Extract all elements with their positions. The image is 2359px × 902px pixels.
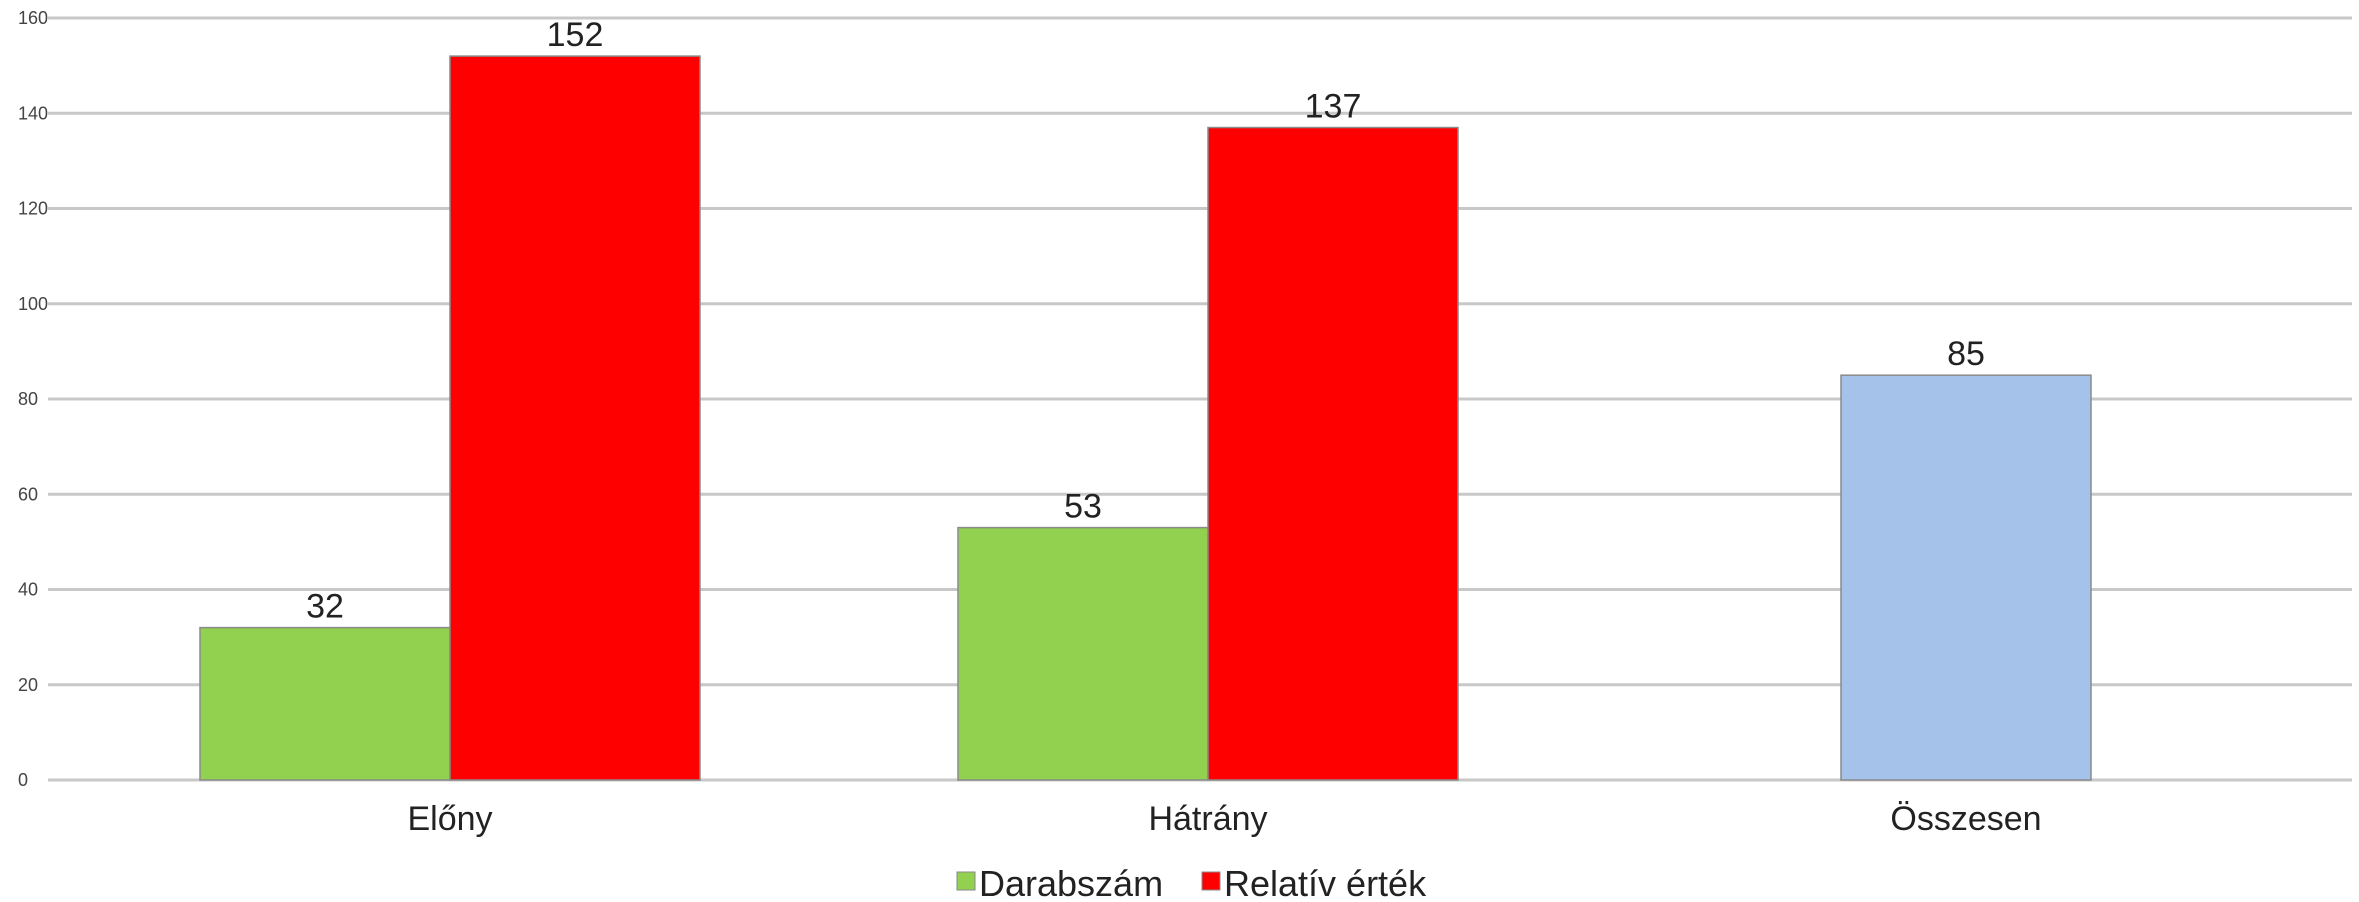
category-label: Előny: [407, 800, 492, 838]
data-labels: 32 152 53 137 85: [306, 16, 1985, 626]
y-tick-label: 40: [18, 580, 38, 600]
category-label: Hátrány: [1148, 800, 1267, 838]
data-label: 32: [306, 588, 344, 626]
y-tick-label: 120: [18, 199, 48, 219]
y-tick-label: 60: [18, 484, 38, 504]
bar-darabszám-1: [957, 526, 1209, 781]
legend-label: Darabszám: [979, 863, 1163, 902]
bar-relatív-érték-1: [1207, 126, 1459, 781]
y-tick-label: 0: [18, 770, 28, 790]
legend: Darabszám Relatív érték: [956, 863, 1427, 902]
y-tick-label: 20: [18, 675, 38, 695]
bar-relatív-érték-0: [449, 55, 701, 781]
x-axis-categories: Előny Hátrány Összesen: [407, 800, 2041, 838]
bars: [199, 55, 2092, 781]
y-axis-ticks: 0 20 40 60 80 100 120 140 160: [18, 8, 48, 790]
legend-swatch-relatív-érték: [1201, 871, 1221, 891]
y-tick-label: 80: [18, 389, 38, 409]
y-tick-label: 160: [18, 8, 48, 28]
legend-swatch-darabszám: [956, 871, 976, 891]
y-tick-label: 140: [18, 103, 48, 123]
category-label: Összesen: [1890, 800, 2041, 838]
bar-darabszám-0: [199, 626, 451, 781]
bar-total-2: [1840, 374, 2092, 781]
data-label: 53: [1064, 488, 1102, 526]
data-label: 137: [1305, 88, 1362, 126]
data-label: 85: [1947, 335, 1985, 373]
legend-label: Relatív érték: [1224, 863, 1427, 902]
data-label: 152: [547, 16, 604, 54]
y-tick-label: 100: [18, 294, 48, 314]
